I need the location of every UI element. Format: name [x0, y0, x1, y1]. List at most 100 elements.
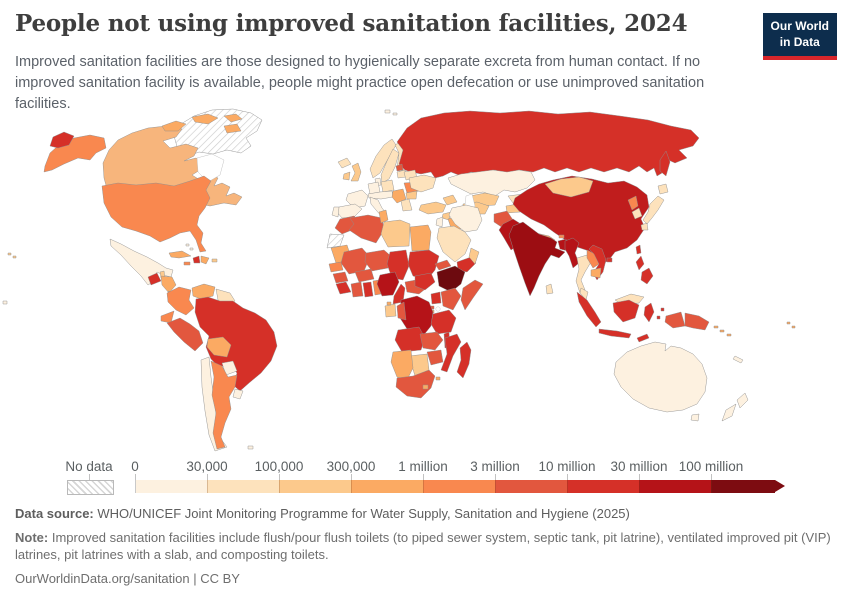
country-latvia[interactable] [395, 163, 404, 172]
country-cameroon[interactable] [392, 283, 406, 305]
country-china[interactable] [512, 175, 650, 265]
country-dr-congo[interactable] [399, 295, 434, 337]
country-france[interactable] [345, 189, 369, 209]
country-argentina[interactable] [210, 360, 238, 450]
legend-swatch[interactable] [135, 480, 207, 493]
country-mozambique[interactable] [440, 333, 462, 373]
country-tunisia[interactable] [378, 209, 389, 224]
country-bhutan[interactable] [558, 234, 565, 239]
country-brazil[interactable] [194, 296, 278, 392]
country-south-sudan[interactable] [414, 272, 436, 291]
country-algeria[interactable] [348, 214, 385, 244]
country-hawaii[interactable] [7, 252, 17, 259]
country-bulgaria[interactable] [405, 190, 418, 200]
country-angola[interactable] [394, 326, 426, 353]
country-zimbabwe[interactable] [426, 349, 444, 366]
footer-link[interactable]: OurWorldinData.org/sanitation | CC BY [15, 570, 240, 586]
country-myanmar[interactable] [564, 237, 580, 269]
country-namibia[interactable] [390, 349, 414, 381]
country-south-africa[interactable] [395, 369, 436, 399]
country-western-sahara[interactable] [326, 233, 345, 249]
country-ethiopia[interactable] [436, 265, 466, 293]
country-equatorial-guinea[interactable] [386, 301, 392, 306]
country-guinea[interactable] [332, 271, 349, 284]
country-senegal[interactable] [328, 261, 344, 273]
country-jamaica[interactable] [183, 261, 191, 266]
country-sri-lanka[interactable] [545, 283, 554, 295]
country-cuba[interactable] [168, 250, 192, 259]
legend-swatch[interactable] [711, 480, 775, 493]
country-greece[interactable] [400, 198, 413, 212]
country-falkland-islands[interactable] [247, 445, 254, 450]
legend-swatch[interactable] [279, 480, 351, 493]
country-colombia[interactable] [166, 286, 195, 316]
country-iceland[interactable] [337, 157, 352, 169]
legend-swatch[interactable] [207, 480, 279, 493]
country-eswatini[interactable] [435, 376, 441, 381]
country-ivory-coast[interactable] [350, 281, 364, 298]
country-kenya[interactable] [440, 287, 462, 311]
country-zambia[interactable] [419, 331, 444, 351]
country-india[interactable] [508, 221, 566, 297]
country-hainan[interactable] [606, 257, 613, 263]
country-russia[interactable] [396, 110, 700, 179]
country-galapagos[interactable] [2, 300, 8, 305]
country-bahamas[interactable] [185, 243, 194, 251]
country-chukotka[interactable] [49, 131, 75, 149]
country-sakhalin[interactable] [659, 150, 671, 177]
country-egypt[interactable] [409, 224, 432, 252]
country-eritrea[interactable] [434, 259, 452, 271]
country-jordan-israel[interactable] [435, 216, 444, 228]
legend-swatch[interactable] [423, 480, 495, 493]
country-indonesia[interactable] [576, 291, 665, 343]
country-west-papua[interactable] [664, 311, 686, 329]
country-peru[interactable] [166, 317, 204, 352]
no-data-swatch[interactable] [67, 480, 114, 495]
country-tasmania[interactable] [690, 413, 700, 422]
legend-swatch[interactable] [495, 480, 567, 493]
country-mongolia[interactable] [544, 176, 594, 198]
country-nigeria[interactable] [376, 271, 400, 297]
legend-swatch[interactable] [567, 480, 639, 493]
country-caucasus[interactable] [442, 194, 458, 206]
country-uganda[interactable] [430, 291, 442, 305]
country-puerto-rico[interactable] [211, 258, 218, 263]
country-new-zealand[interactable] [721, 392, 749, 422]
country-spain[interactable] [335, 203, 363, 219]
country-portugal[interactable] [331, 206, 340, 218]
country-niger[interactable] [364, 249, 393, 272]
country-ukraine[interactable] [408, 174, 437, 193]
legend-swatch[interactable] [639, 480, 711, 493]
country-canada-arctic-islands[interactable] [161, 113, 243, 134]
country-libya[interactable] [380, 219, 411, 248]
country-ireland[interactable] [342, 171, 351, 181]
country-north-korea[interactable] [627, 195, 639, 211]
country-somalia[interactable] [460, 279, 484, 311]
country-japan[interactable] [640, 183, 669, 231]
country-svalbard[interactable] [384, 109, 398, 116]
country-australia[interactable] [613, 341, 708, 413]
country-philippines[interactable] [635, 255, 654, 285]
country-honduras-nicaragua[interactable] [160, 275, 177, 294]
country-lesotho[interactable] [422, 384, 429, 390]
country-guatemala[interactable] [147, 272, 162, 286]
country-saudi-arabia[interactable] [436, 225, 472, 263]
country-ghana[interactable] [362, 281, 374, 298]
country-south-korea[interactable] [631, 207, 643, 220]
country-iran[interactable] [448, 204, 483, 233]
country-kazakhstan[interactable] [447, 169, 536, 197]
owid-logo[interactable]: Our World in Data [762, 13, 837, 61]
country-gabon[interactable] [384, 303, 397, 318]
country-haiti[interactable] [192, 255, 201, 264]
country-venezuela[interactable] [191, 283, 216, 300]
country-dominican-republic[interactable] [200, 255, 210, 265]
country-papua-new-guinea[interactable] [684, 312, 710, 331]
country-taiwan[interactable] [635, 244, 642, 255]
legend-swatch[interactable] [351, 480, 423, 493]
country-poland[interactable] [380, 179, 395, 193]
country-solomon-islands[interactable] [713, 325, 732, 337]
country-uruguay[interactable] [232, 388, 244, 400]
country-turkey[interactable] [418, 201, 447, 215]
country-united-kingdom[interactable] [350, 162, 362, 182]
country-sierra-leone-liberia[interactable] [335, 281, 352, 295]
